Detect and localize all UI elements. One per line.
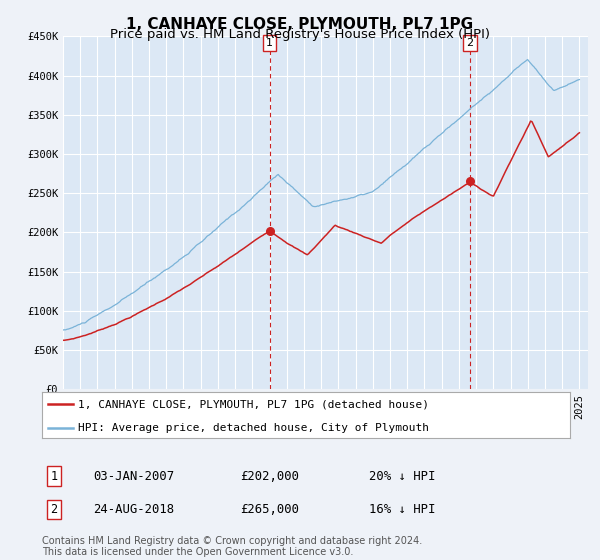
Text: HPI: Average price, detached house, City of Plymouth: HPI: Average price, detached house, City… <box>78 423 429 433</box>
Text: 1, CANHAYE CLOSE, PLYMOUTH, PL7 1PG (detached house): 1, CANHAYE CLOSE, PLYMOUTH, PL7 1PG (det… <box>78 399 429 409</box>
Text: 24-AUG-2018: 24-AUG-2018 <box>93 503 174 516</box>
Text: 16% ↓ HPI: 16% ↓ HPI <box>369 503 436 516</box>
Text: Contains HM Land Registry data © Crown copyright and database right 2024.
This d: Contains HM Land Registry data © Crown c… <box>42 535 422 557</box>
Text: 1: 1 <box>266 38 273 48</box>
Text: 20% ↓ HPI: 20% ↓ HPI <box>369 469 436 483</box>
Text: 1: 1 <box>50 469 58 483</box>
Text: 03-JAN-2007: 03-JAN-2007 <box>93 469 174 483</box>
Text: 2: 2 <box>50 503 58 516</box>
Text: 2: 2 <box>467 38 473 48</box>
Text: £265,000: £265,000 <box>240 503 299 516</box>
Text: Price paid vs. HM Land Registry's House Price Index (HPI): Price paid vs. HM Land Registry's House … <box>110 28 490 41</box>
Text: 1, CANHAYE CLOSE, PLYMOUTH, PL7 1PG: 1, CANHAYE CLOSE, PLYMOUTH, PL7 1PG <box>127 17 473 32</box>
Text: £202,000: £202,000 <box>240 469 299 483</box>
